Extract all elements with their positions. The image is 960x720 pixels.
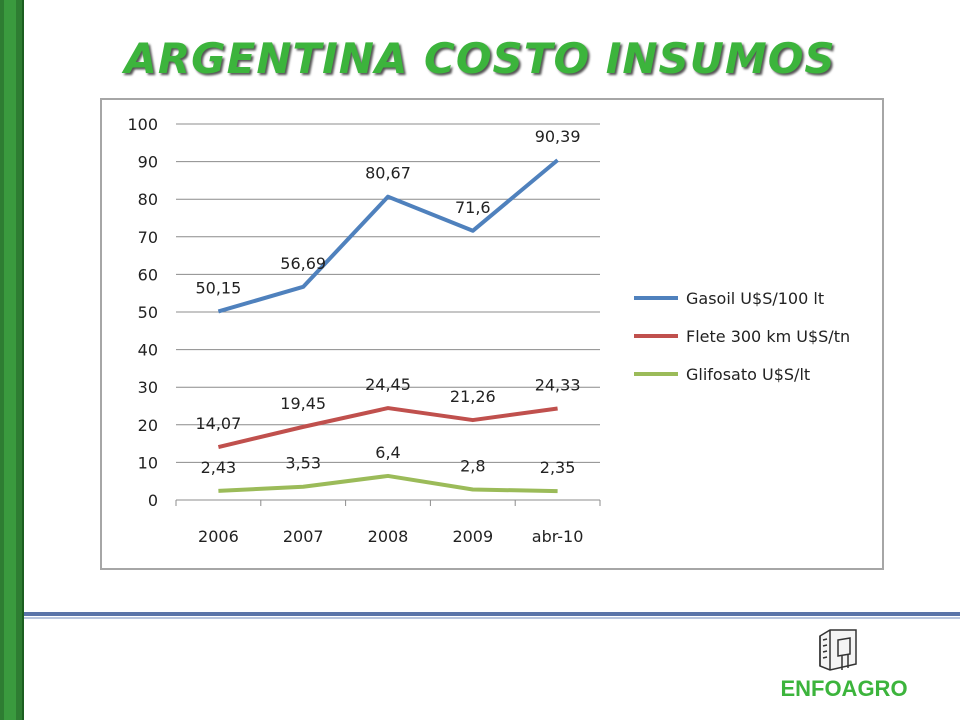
data-label: 3,53 [285, 454, 321, 473]
x-tick-label: 2008 [368, 527, 409, 546]
data-label: 80,67 [365, 164, 411, 183]
y-tick-label: 80 [138, 190, 158, 209]
y-tick-label: 70 [138, 228, 158, 247]
y-tick-label: 100 [127, 115, 158, 134]
left-accent-bar [0, 0, 24, 720]
footer-divider [24, 612, 960, 616]
y-tick-label: 10 [138, 453, 158, 472]
data-label: 14,07 [195, 414, 241, 433]
data-label: 50,15 [195, 278, 241, 297]
series-line [217, 406, 558, 450]
slide-title: ARGENTINA COSTO INSUMOS [124, 34, 836, 83]
x-tick-label: 2009 [452, 527, 493, 546]
y-tick-label: 50 [138, 303, 158, 322]
building-icon [819, 629, 857, 671]
x-tick-label: abr-10 [532, 527, 584, 546]
data-label: 56,69 [280, 254, 326, 273]
series-line [218, 473, 558, 494]
chart-frame: 0 10 20 30 40 50 60 70 80 90 100 2006 2007 2008 2009 ab… [100, 98, 884, 570]
y-tick-label: 40 [138, 341, 158, 360]
data-label: 24,45 [365, 375, 411, 394]
x-tick-label: 2007 [283, 527, 324, 546]
legend-label: Flete 300 km U$S/tn [686, 327, 850, 346]
footer-divider-light [24, 617, 960, 619]
y-tick-label: 60 [138, 265, 158, 284]
data-label: 2,8 [460, 456, 485, 475]
data-label: 21,26 [450, 387, 496, 406]
line-chart: 0 10 20 30 40 50 60 70 80 90 100 2006 2007 2008 2009 ab… [127, 115, 850, 546]
x-tick-label: 2006 [198, 527, 239, 546]
series-line [217, 158, 559, 314]
data-label: 90,39 [535, 127, 581, 146]
data-label: 2,43 [201, 458, 237, 477]
data-label: 6,4 [375, 443, 400, 462]
y-tick-label: 90 [138, 153, 158, 172]
data-label: 19,45 [280, 394, 326, 413]
left-accent-bar-inner [4, 0, 16, 720]
logo-text: ENFOAGRO [780, 676, 908, 701]
y-tick-label: 30 [138, 378, 158, 397]
y-tick-label: 0 [148, 491, 158, 510]
legend-label: Gasoil U$S/100 lt [686, 289, 824, 308]
data-label: 71,6 [455, 198, 491, 217]
enfoagro-logo: ENFOAGRO [776, 626, 912, 706]
data-label: 24,33 [535, 376, 581, 395]
data-label: 2,35 [540, 458, 576, 477]
y-tick-label: 20 [138, 416, 158, 435]
legend-label: Glifosato U$S/lt [686, 365, 810, 384]
